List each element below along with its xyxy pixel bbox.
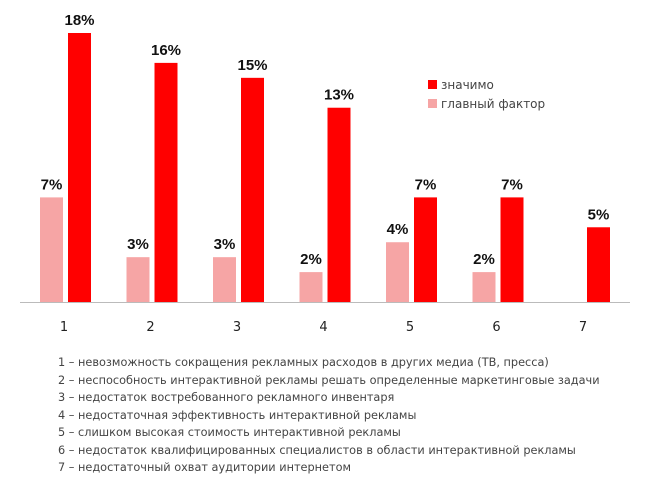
bar-significant bbox=[414, 197, 437, 302]
bar-significant bbox=[327, 107, 351, 302]
data-label: 16% bbox=[151, 42, 181, 59]
legend-label: значимо bbox=[441, 78, 494, 92]
x-tick-label: 6 bbox=[492, 320, 500, 335]
x-tick-label: 1 bbox=[60, 320, 68, 335]
note-4: 4 – недостаточная эффективность интеракт… bbox=[58, 408, 417, 422]
legend-swatch bbox=[428, 80, 437, 89]
bar-significant bbox=[154, 62, 178, 303]
bar-significant bbox=[241, 77, 264, 302]
data-label: 2% bbox=[300, 251, 322, 268]
note-5: 5 – слишком высокая стоимость интерактив… bbox=[58, 426, 401, 439]
bar-main-factor bbox=[213, 257, 236, 302]
data-label: 5% bbox=[588, 206, 610, 223]
note-6: 6 – недостаток квалифицированных специал… bbox=[58, 443, 576, 457]
note-3: 3 – недостаток востребованного рекламног… bbox=[58, 391, 395, 404]
bar-main-factor bbox=[299, 272, 323, 302]
data-label: 18% bbox=[64, 12, 94, 29]
data-label: 13% bbox=[324, 87, 354, 104]
data-label: 2% bbox=[473, 251, 495, 268]
bar-chart: 1 7% 18% 2 3% 16% 3 3% 15% 4 2% 13% 5 4% 7% 6 2% 7% 7 5% зна… bbox=[20, 12, 630, 335]
x-tick-label: 3 bbox=[233, 320, 241, 335]
legend-label: главный фактор bbox=[441, 97, 545, 111]
bar-main-factor bbox=[386, 242, 409, 302]
data-label: 7% bbox=[501, 176, 523, 193]
bar-main-factor bbox=[126, 257, 150, 302]
x-tick-label: 4 bbox=[319, 320, 327, 335]
data-label: 15% bbox=[237, 57, 267, 74]
data-label: 4% bbox=[387, 221, 409, 238]
data-label: 3% bbox=[127, 236, 149, 253]
data-label: 7% bbox=[415, 176, 437, 193]
note-7: 7 – недостаточный охват аудитории интерн… bbox=[58, 461, 352, 474]
note-2: 2 – неспособность интерактивной рекламы … bbox=[58, 373, 600, 387]
bar-significant bbox=[68, 33, 91, 302]
x-tick-label: 5 bbox=[406, 320, 414, 335]
data-label: 3% bbox=[214, 236, 236, 253]
note-1: 1 – невозможность сокращения рекламных р… bbox=[58, 356, 549, 369]
bar-main-factor bbox=[40, 197, 63, 302]
legend-swatch bbox=[428, 99, 437, 108]
bar-significant bbox=[587, 227, 610, 302]
data-label: 7% bbox=[41, 176, 63, 193]
bar-significant bbox=[500, 197, 524, 302]
bar-main-factor bbox=[472, 272, 496, 302]
x-tick-label: 2 bbox=[146, 320, 154, 335]
category-notes: 1 – невозможность сокращения рекламных р… bbox=[58, 354, 600, 477]
x-tick-label: 7 bbox=[579, 320, 587, 335]
